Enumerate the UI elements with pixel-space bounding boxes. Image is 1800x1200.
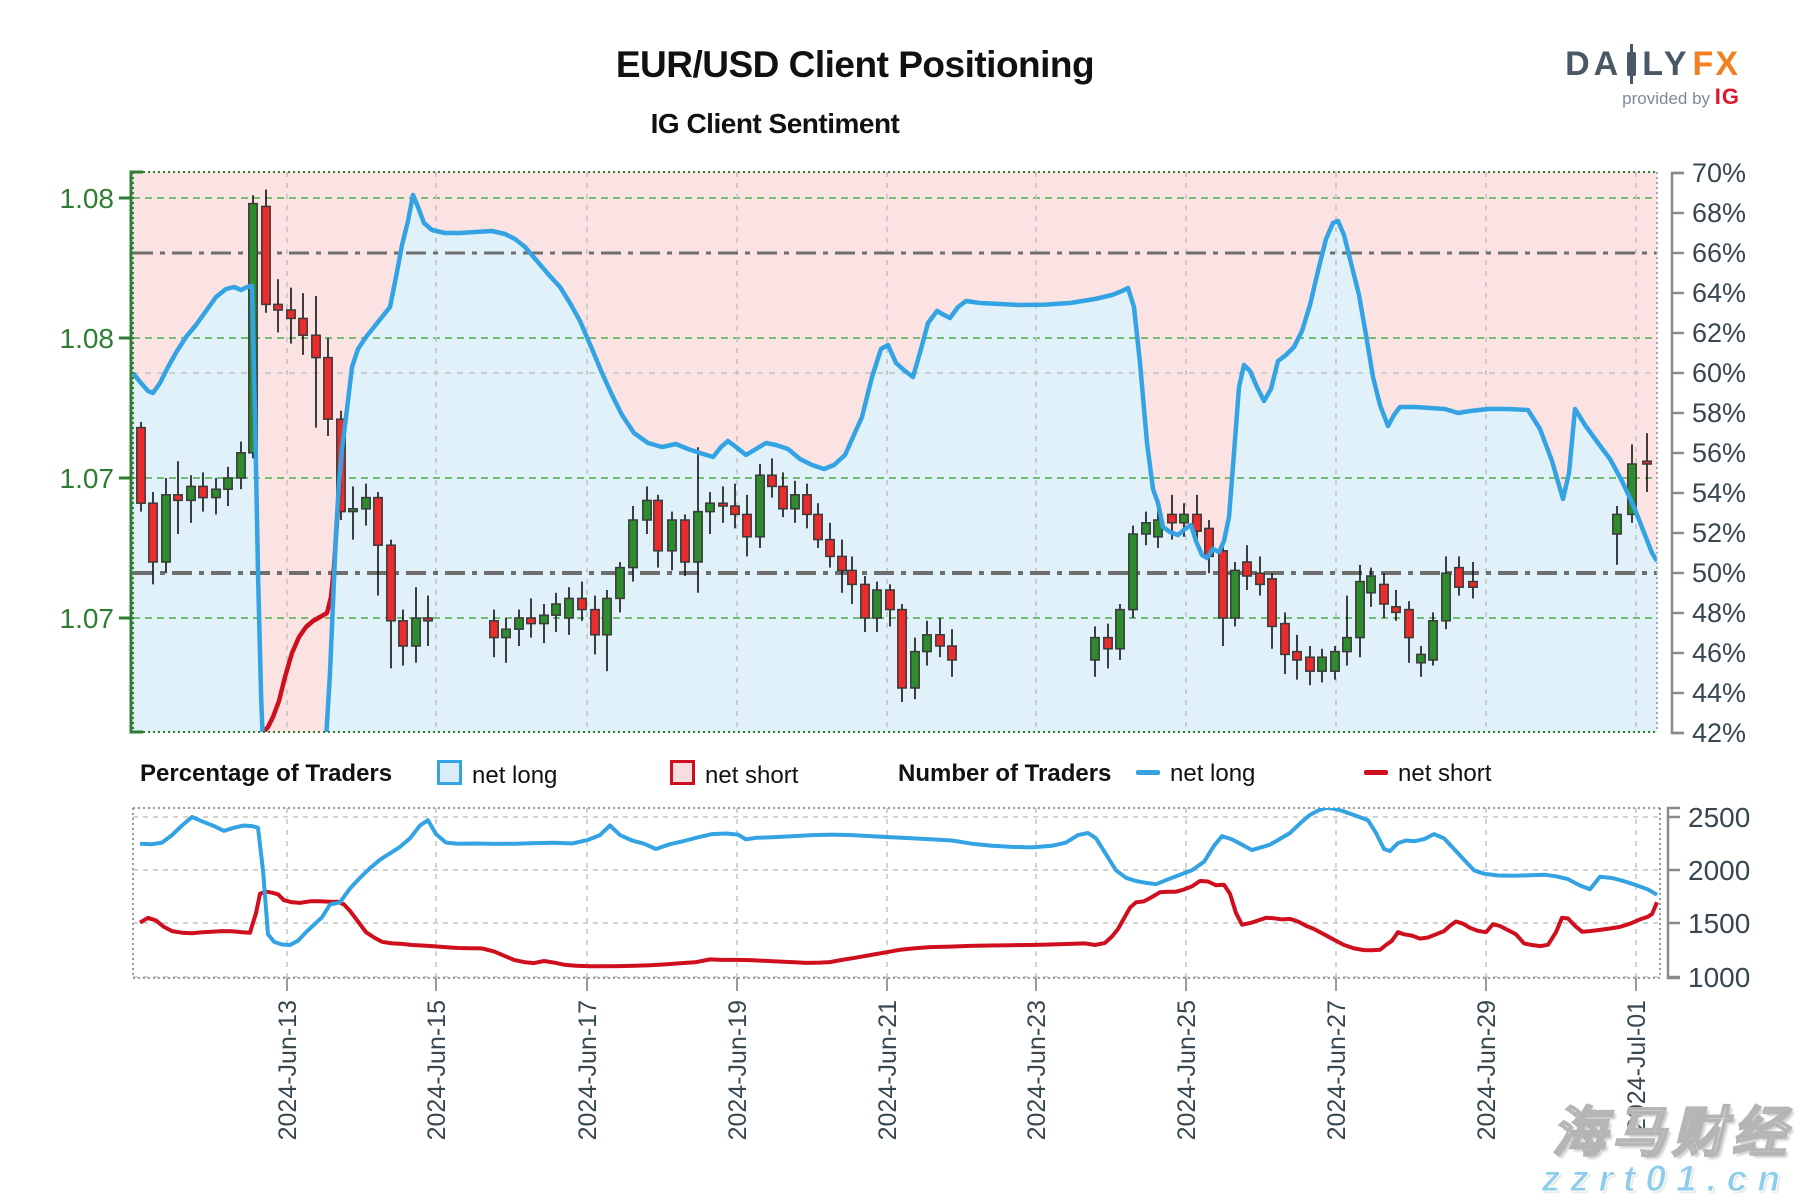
candlestick-icon	[1626, 44, 1638, 84]
date-tick-label: 2024-Jul-01	[1623, 1000, 1651, 1132]
price-tick-label: 1.08	[60, 323, 115, 354]
percent-tick-label: 50%	[1692, 558, 1746, 588]
percent-tick-label: 66%	[1692, 238, 1746, 268]
price-axis: 1.08 1.08 1.07 1.07	[60, 170, 143, 734]
date-tick-label: 2024-Jun-23	[1023, 1000, 1051, 1140]
traders-count-lines	[138, 808, 1659, 969]
date-tick-label: 2024-Jun-29	[1473, 1000, 1501, 1140]
sentiment-lines	[133, 192, 1657, 732]
net-short-swatch-icon	[670, 760, 695, 785]
percent-tick-label: 42%	[1692, 718, 1746, 748]
traders-count-panel	[132, 807, 1661, 979]
date-tick-label: 2024-Jun-25	[1173, 1000, 1201, 1140]
legend-num-net-long: net long	[1136, 760, 1255, 788]
traders-long-line	[139, 808, 1659, 947]
chart-subtitle: IG Client Sentiment	[650, 108, 900, 139]
percent-tick-label: 54%	[1692, 478, 1746, 508]
net-long-swatch-icon	[437, 760, 462, 785]
price-tick-label: 1.07	[60, 463, 115, 494]
net-short-line-icon	[1364, 770, 1388, 775]
percent-tick-label: 64%	[1692, 278, 1746, 308]
provided-by-text: provided by	[1622, 89, 1711, 108]
count-tick-label: 2000	[1688, 855, 1750, 886]
count-tick-label: 1000	[1688, 962, 1750, 993]
percent-tick-label: 70%	[1692, 158, 1746, 188]
date-tick-label: 2024-Jun-27	[1323, 1000, 1351, 1140]
main-chart-plot	[132, 171, 1658, 733]
net-long-pct-line	[133, 192, 1657, 732]
percent-tick-label: 46%	[1692, 638, 1746, 668]
legend-pct-title: Percentage of Traders	[140, 760, 393, 787]
percent-tick-label: 44%	[1692, 678, 1746, 708]
percent-axis: 70% 68% 66% 64% 62% 60% 58% 56% 54% 52% 50% 48% 46% 4…	[1670, 158, 1746, 748]
percent-tick-label: 56%	[1692, 438, 1746, 468]
legend-pct-net-short: net short	[670, 760, 798, 790]
provided-by: provided by IG	[1516, 84, 1740, 110]
date-tick-label: 2024-Jun-13	[274, 1000, 302, 1140]
sentiment-fill-layer	[133, 172, 1657, 732]
count-axis: 2500 2000 1500 1000	[1666, 802, 1750, 993]
date-tick-label: 2024-Jun-19	[724, 1000, 752, 1140]
legend-pct-net-long: net long	[437, 760, 557, 790]
watermark-url: zzrt01.cn	[1541, 1158, 1790, 1200]
net-short-pct-line	[260, 480, 343, 732]
net-long-line-icon	[1136, 770, 1160, 775]
percent-tick-label: 52%	[1692, 518, 1746, 548]
date-axis: 2024-Jun-13 2024-Jun-15 2024-Jun-17 2024-Ju…	[274, 978, 1651, 1140]
percent-tick-label: 58%	[1692, 398, 1746, 428]
dailyfx-logo: DA LY FX	[1516, 44, 1740, 84]
ig-logo: IG	[1714, 84, 1740, 109]
count-tick-label: 2500	[1688, 802, 1750, 833]
date-tick-label: 2024-Jun-15	[423, 1000, 451, 1140]
traders-short-line	[138, 879, 1659, 969]
watermark-brand: 海马财经	[1551, 1102, 1792, 1164]
logo-text-fx: FX	[1692, 44, 1740, 83]
main-chart-border	[132, 171, 1658, 733]
price-tick-label: 1.08	[60, 183, 115, 214]
logo-text-ly: LY	[1642, 44, 1691, 83]
date-tick-label: 2024-Jun-17	[574, 1000, 602, 1140]
legend-num-net-short: net short	[1364, 760, 1491, 788]
logo-text-da: DA	[1565, 44, 1623, 83]
percent-tick-label: 60%	[1692, 358, 1746, 388]
legend-num-title: Number of Traders	[898, 760, 1112, 787]
percent-tick-label: 48%	[1692, 598, 1746, 628]
date-tick-label: 2024-Jun-21	[874, 1000, 902, 1140]
percent-tick-label: 62%	[1692, 318, 1746, 348]
count-tick-label: 1500	[1688, 908, 1750, 939]
lower-gridlines	[132, 807, 1661, 979]
page-title: EUR/USD Client Positioning	[615, 44, 1095, 85]
percent-tick-label: 68%	[1692, 198, 1746, 228]
legend-row: Percentage of Traders net long net short…	[0, 760, 1800, 794]
price-tick-label: 1.07	[60, 603, 115, 634]
